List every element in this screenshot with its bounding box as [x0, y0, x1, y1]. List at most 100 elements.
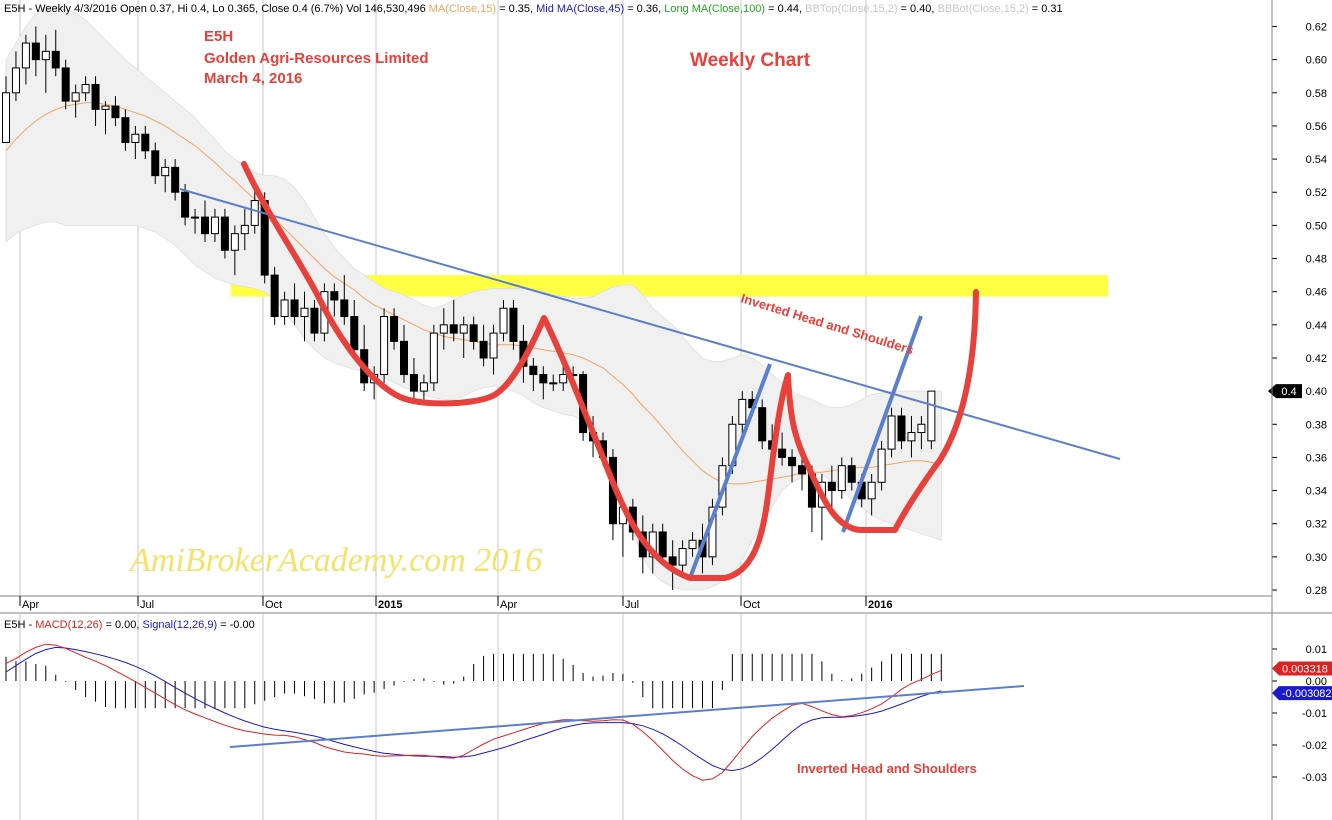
price-tick-label: 0.28 — [1306, 585, 1327, 597]
candle-body — [300, 307, 309, 318]
macd-tick-label: -0.03 — [1302, 772, 1327, 784]
candle — [688, 531, 697, 557]
candle — [927, 390, 936, 450]
price-tick-label: 0.56 — [1306, 121, 1327, 133]
candle — [91, 76, 100, 126]
header-segment: Long MA(Close,100) — [664, 3, 765, 15]
candle-body — [181, 191, 190, 218]
candle-body — [171, 166, 180, 193]
candle-body — [439, 324, 448, 334]
candle — [330, 283, 339, 317]
candle — [121, 109, 130, 151]
candle — [847, 457, 856, 491]
candle-body — [330, 291, 339, 301]
candle-body — [390, 316, 399, 342]
candle-body — [847, 465, 856, 483]
time-tick-label: 2016 — [868, 599, 892, 611]
candle-body — [688, 539, 697, 550]
price-tick-label: 0.32 — [1306, 519, 1327, 531]
candle-body — [529, 365, 538, 376]
price-tick-label: 0.52 — [1306, 187, 1327, 199]
price-tick-label: 0.36 — [1306, 452, 1327, 464]
time-tick-label: Jul — [140, 599, 154, 611]
time-tick-label: Oct — [265, 599, 282, 611]
signal-line — [5, 646, 942, 772]
macd-tick-label: -0.02 — [1302, 740, 1327, 752]
candle — [877, 440, 886, 491]
candle — [300, 291, 309, 342]
macd-pattern-label: Inverted Head and Shoulders — [797, 761, 977, 776]
candle — [887, 407, 896, 458]
candle — [240, 208, 249, 251]
candle — [310, 299, 319, 342]
candle-body — [141, 133, 150, 152]
candle — [529, 357, 538, 392]
candle — [469, 316, 478, 350]
candle-body — [111, 105, 120, 119]
price-tick-label: 0.46 — [1306, 287, 1327, 299]
candle-body — [250, 200, 259, 226]
price-tick-label: 0.30 — [1306, 552, 1327, 564]
candle-body — [559, 374, 568, 384]
candle-body — [310, 307, 319, 334]
signal-value-badge-value: -0.003082 — [1282, 688, 1332, 700]
macd-pane-grid — [19, 614, 867, 820]
macd-tick-label: 0.00 — [1306, 676, 1327, 688]
macd-header: E5H - MACD(12,26) = 0.00, Signal(12,26,9… — [4, 619, 255, 631]
candle-body — [798, 465, 806, 475]
candle — [171, 159, 180, 201]
candle-body — [131, 133, 140, 144]
candle-body — [539, 374, 548, 384]
candle-body — [151, 150, 160, 177]
pattern-drawings — [179, 161, 1121, 581]
candle — [41, 34, 50, 93]
candle-body — [897, 415, 906, 442]
price-tick-label: 0.62 — [1306, 22, 1327, 34]
candle-body — [230, 233, 239, 251]
weekly-chart-title: Weekly Chart — [690, 50, 811, 71]
candle-body — [61, 67, 70, 102]
candle — [101, 101, 110, 135]
candle — [31, 26, 40, 77]
candle — [827, 465, 836, 508]
macd-tick-label: 0.01 — [1306, 644, 1327, 656]
candle-body — [270, 274, 279, 318]
candle-body — [340, 299, 349, 318]
candle — [837, 457, 846, 499]
candle — [907, 415, 916, 458]
candle — [788, 449, 797, 483]
macd-value-badge-value: 0.003318 — [1282, 664, 1328, 676]
candle — [439, 308, 448, 350]
candle-body — [201, 216, 209, 235]
candle — [191, 208, 200, 234]
candle — [867, 473, 876, 516]
candle-body — [191, 216, 200, 219]
header-segment: BBBot(Close,15,2) — [938, 3, 1029, 15]
candle-body — [459, 324, 468, 334]
candle-body — [907, 432, 916, 442]
candle-body — [350, 316, 359, 351]
candle — [489, 324, 498, 375]
resistance-zone — [231, 275, 1108, 297]
candle — [81, 76, 90, 102]
candle — [778, 432, 787, 466]
candle-body — [2, 92, 10, 144]
candle-body — [419, 382, 428, 392]
candle — [290, 283, 299, 325]
candle — [111, 96, 120, 126]
candle-body — [11, 67, 20, 94]
candle-body — [380, 316, 389, 376]
candle — [549, 374, 558, 392]
macd-axis: 0.01 0.00 -0.01 -0.02 -0.03 0.003318 -0.003082 — [1272, 644, 1332, 784]
header-segment: = 0.31 — [1029, 3, 1063, 15]
candle-body — [280, 299, 289, 318]
candle — [21, 34, 30, 85]
candle — [151, 142, 160, 184]
candle — [400, 324, 408, 383]
candle — [539, 366, 548, 400]
candle-body — [21, 42, 30, 69]
macd-tick-label: -0.01 — [1302, 708, 1327, 720]
candle — [350, 299, 359, 358]
candle — [340, 275, 349, 325]
